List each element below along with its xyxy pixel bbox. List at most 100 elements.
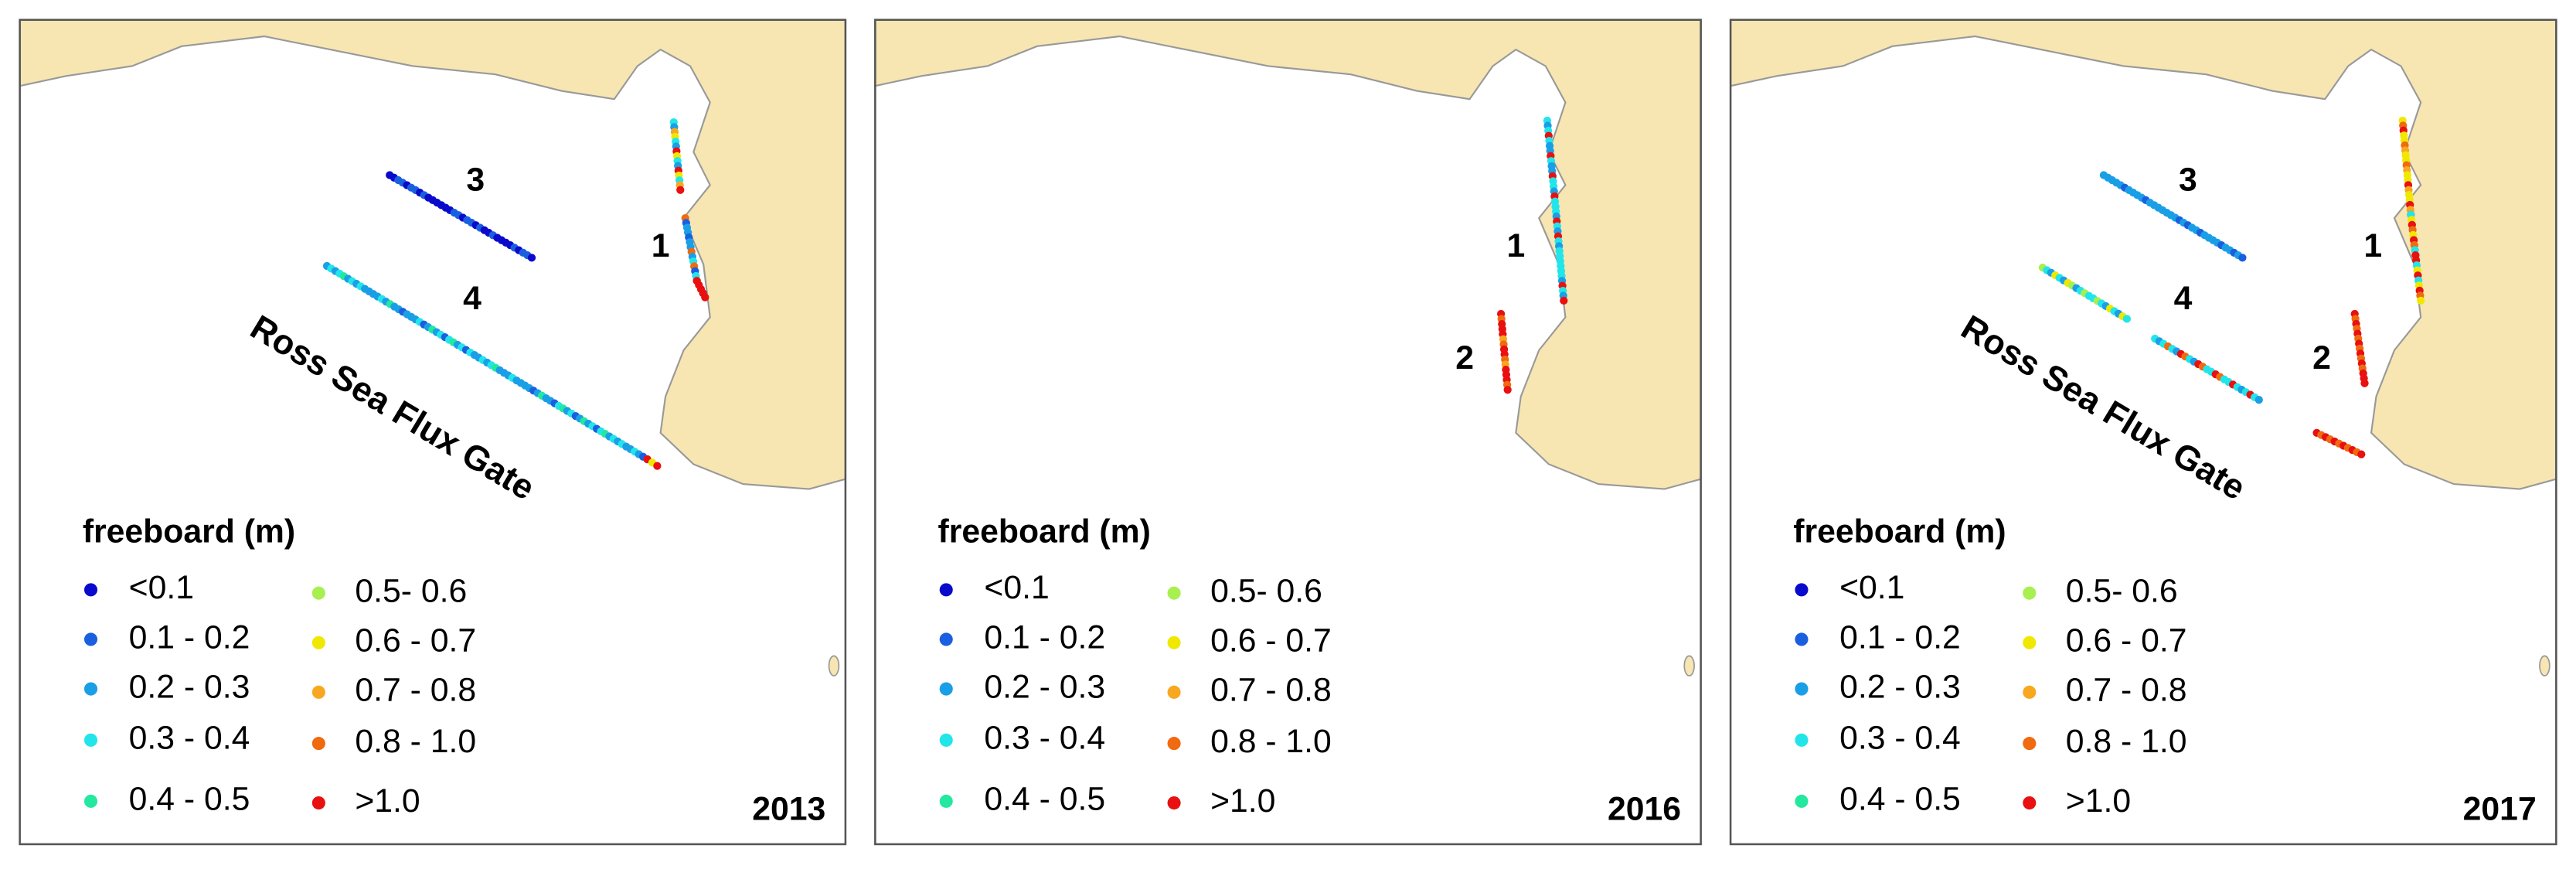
legend-swatch bbox=[939, 794, 953, 808]
legend-label: 0.2 - 0.3 bbox=[984, 668, 1105, 705]
legend-swatch bbox=[939, 583, 953, 597]
legend-label: 0.7 - 0.8 bbox=[355, 672, 476, 709]
islet bbox=[1683, 655, 1695, 676]
legend-label: 0.3 - 0.4 bbox=[1839, 720, 1961, 757]
legend-swatch bbox=[83, 632, 98, 646]
track-label: 1 bbox=[1506, 227, 1525, 264]
track-point bbox=[653, 462, 662, 470]
map-panel: 1 2 freeboard (m) <0.1 0.1 - 0.2 0.2 - 0.3 0.3… bbox=[874, 19, 1702, 846]
legend-title: freeboard (m) bbox=[83, 513, 295, 550]
track-point bbox=[2417, 296, 2425, 305]
track-label: 2 bbox=[1455, 339, 1474, 377]
legend-swatch bbox=[2023, 685, 2037, 699]
legend-title: freeboard (m) bbox=[1793, 513, 2006, 550]
legend-swatch bbox=[1167, 737, 1181, 751]
legend-label: 0.7 - 0.8 bbox=[2066, 672, 2187, 709]
legend-label: 0.3 - 0.4 bbox=[129, 720, 250, 757]
legend-label: 0.2 - 0.3 bbox=[129, 668, 250, 705]
legend-swatch bbox=[1795, 632, 1809, 646]
legend-label: 0.6 - 0.7 bbox=[1210, 622, 1332, 659]
track-point bbox=[1560, 296, 1568, 305]
legend-label: >1.0 bbox=[1210, 782, 1275, 820]
legend-label: 0.4 - 0.5 bbox=[129, 781, 250, 818]
track-label: 1 bbox=[652, 227, 670, 264]
legend-label: 0.8 - 1.0 bbox=[2066, 723, 2187, 760]
track-label: 1 bbox=[2363, 227, 2382, 264]
track-label: 3 bbox=[466, 161, 485, 198]
legend-swatch bbox=[1167, 685, 1181, 699]
legend-label: 0.3 - 0.4 bbox=[984, 720, 1105, 757]
legend-swatch bbox=[83, 583, 98, 597]
legend-swatch bbox=[939, 733, 953, 747]
legend-swatch bbox=[1167, 796, 1181, 810]
legend-label: 0.5- 0.6 bbox=[2066, 572, 2178, 609]
legend-swatch bbox=[2023, 796, 2037, 810]
legend-swatch bbox=[1795, 583, 1809, 597]
legend-swatch bbox=[311, 737, 325, 751]
legend-swatch bbox=[1795, 794, 1809, 808]
legend-label: 0.4 - 0.5 bbox=[984, 781, 1105, 818]
legend-swatch bbox=[1167, 586, 1181, 600]
legend-label: <0.1 bbox=[984, 569, 1049, 606]
track-point bbox=[527, 254, 536, 262]
track-label: 2 bbox=[2312, 339, 2331, 377]
legend-swatch bbox=[83, 794, 98, 808]
panel-year: 2017 bbox=[2463, 790, 2537, 827]
legend-label: 0.1 - 0.2 bbox=[984, 619, 1105, 656]
track-label: 4 bbox=[2174, 280, 2193, 317]
legend-swatch bbox=[311, 586, 325, 600]
legend-swatch bbox=[1167, 636, 1181, 649]
track-point bbox=[2254, 395, 2263, 404]
legend-label: <0.1 bbox=[129, 569, 194, 606]
legend-label: <0.1 bbox=[1839, 569, 1904, 606]
land bbox=[874, 19, 1702, 490]
panel-year: 2016 bbox=[1608, 790, 1681, 827]
track-point bbox=[1503, 386, 1512, 394]
legend-swatch bbox=[939, 632, 953, 646]
legend-label: 0.4 - 0.5 bbox=[1839, 781, 1961, 818]
islet bbox=[2539, 655, 2550, 676]
legend-label: 0.2 - 0.3 bbox=[1839, 668, 1961, 705]
track-label: 4 bbox=[463, 280, 482, 317]
legend-label: 0.6 - 0.7 bbox=[2066, 622, 2187, 659]
legend-swatch bbox=[83, 733, 98, 747]
land bbox=[1730, 19, 2557, 490]
legend-label: 0.6 - 0.7 bbox=[355, 622, 476, 659]
legend-label: >1.0 bbox=[2066, 782, 2131, 820]
legend-swatch bbox=[2023, 586, 2037, 600]
legend-swatch bbox=[939, 682, 953, 696]
track-point bbox=[2238, 254, 2247, 262]
legend-label: 0.8 - 1.0 bbox=[1210, 723, 1332, 760]
legend-label: 0.8 - 1.0 bbox=[355, 723, 476, 760]
legend-label: 0.5- 0.6 bbox=[355, 572, 467, 609]
land bbox=[19, 19, 846, 490]
track-point bbox=[701, 293, 710, 302]
legend-label: 0.1 - 0.2 bbox=[129, 619, 250, 656]
islet bbox=[828, 655, 840, 676]
track-point bbox=[676, 186, 685, 194]
track-label: 3 bbox=[2179, 161, 2197, 198]
legend-swatch bbox=[2023, 737, 2037, 751]
panel-year: 2013 bbox=[752, 790, 825, 827]
track-point bbox=[2122, 315, 2131, 323]
panel-frame bbox=[1729, 19, 2557, 846]
track-point bbox=[2357, 450, 2366, 458]
legend-title: freeboard (m) bbox=[938, 513, 1151, 550]
legend-label: 0.7 - 0.8 bbox=[1210, 672, 1332, 709]
panel-frame bbox=[874, 19, 1702, 846]
legend-swatch bbox=[311, 796, 325, 810]
legend-swatch bbox=[1795, 682, 1809, 696]
legend-label: 0.1 - 0.2 bbox=[1839, 619, 1961, 656]
legend-swatch bbox=[2023, 636, 2037, 649]
legend-swatch bbox=[83, 682, 98, 696]
track-point bbox=[2360, 379, 2369, 387]
legend-label: 0.5- 0.6 bbox=[1210, 572, 1322, 609]
legend-label: >1.0 bbox=[355, 782, 420, 820]
legend-swatch bbox=[311, 685, 325, 699]
legend-swatch bbox=[311, 636, 325, 649]
panel-frame bbox=[19, 19, 847, 846]
